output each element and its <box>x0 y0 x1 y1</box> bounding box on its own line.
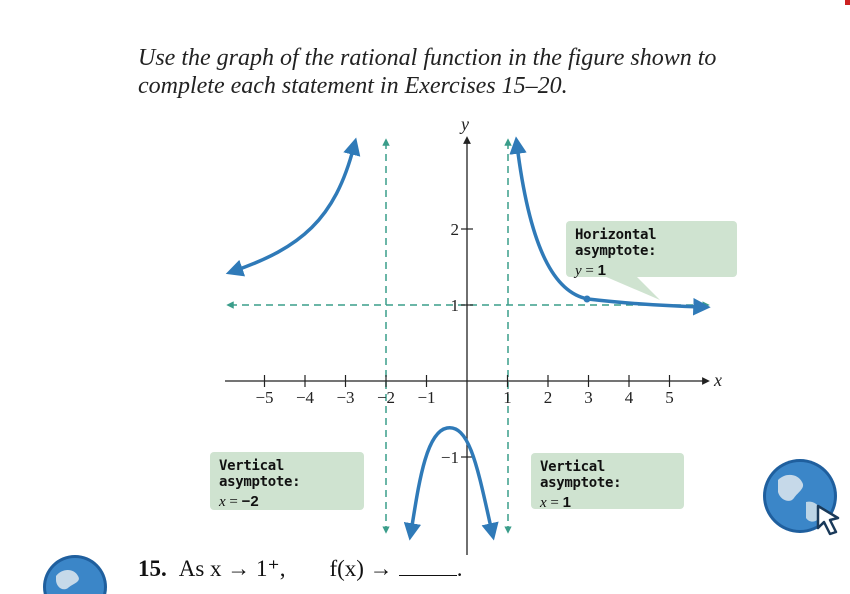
x-tick-label: −2 <box>377 388 395 407</box>
vertical-right-callout-equation: x = 1 <box>540 494 571 511</box>
x-tick-label: −5 <box>255 388 273 407</box>
y-tick-label: 1 <box>451 296 460 315</box>
globe-cursor-icon[interactable] <box>760 454 850 538</box>
horizontal-asymptote-point <box>583 295 591 303</box>
instructions-line-1: Use the graph of the rational function i… <box>138 45 717 71</box>
x-tick-label: 2 <box>544 388 553 407</box>
exercise-text: As x → 1⁺, <box>178 556 286 581</box>
answer-blank[interactable] <box>398 559 457 576</box>
vertical-left-callout-title: Vertical asymptote: <box>219 458 301 490</box>
x-tick-label: −3 <box>336 388 354 407</box>
horizontal-callout-pointer <box>604 276 660 300</box>
horizontal-asymptote-callout: Horizontal asymptote: y = 1 <box>566 221 737 279</box>
page-corner-mark <box>845 0 850 5</box>
x-axis-label: x <box>713 370 722 390</box>
horizontal-callout-equation: y = 1 <box>575 262 606 279</box>
x-tick-label: −4 <box>296 388 315 407</box>
x-tick-label: 5 <box>665 388 674 407</box>
y-axis-label: y <box>459 114 469 134</box>
curve-middle-branch <box>403 426 499 541</box>
exercise-number: 15. <box>138 556 167 581</box>
vertical-asymptote-right-callout: Vertical asymptote: x = 1 <box>531 453 684 511</box>
x-tick-label: 4 <box>625 388 634 407</box>
instructions-line-2: complete each statement in Exercises 15–… <box>138 73 568 99</box>
instructions: Use the graph of the rational function i… <box>138 44 798 100</box>
horizontal-callout-title: Horizontal asymptote: <box>575 227 657 259</box>
exercise-function: f(x) → <box>329 556 393 581</box>
vertical-right-callout-title: Vertical asymptote: <box>540 459 622 491</box>
y-tick-label: −1 <box>441 448 459 467</box>
x-tick-label: 1 <box>503 388 512 407</box>
x-tick-label: −1 <box>417 388 435 407</box>
x-tick-label: 3 <box>584 388 593 407</box>
globe-icon-exercise[interactable] <box>42 554 108 594</box>
curve-left-branch <box>225 137 361 277</box>
vertical-asymptote-left-callout: Vertical asymptote: x = −2 <box>210 452 364 510</box>
y-tick-label: 2 <box>451 220 460 239</box>
exercise-15: 15. As x → 1⁺, f(x) →. <box>138 556 463 581</box>
vertical-left-callout-equation: x = −2 <box>219 493 259 510</box>
